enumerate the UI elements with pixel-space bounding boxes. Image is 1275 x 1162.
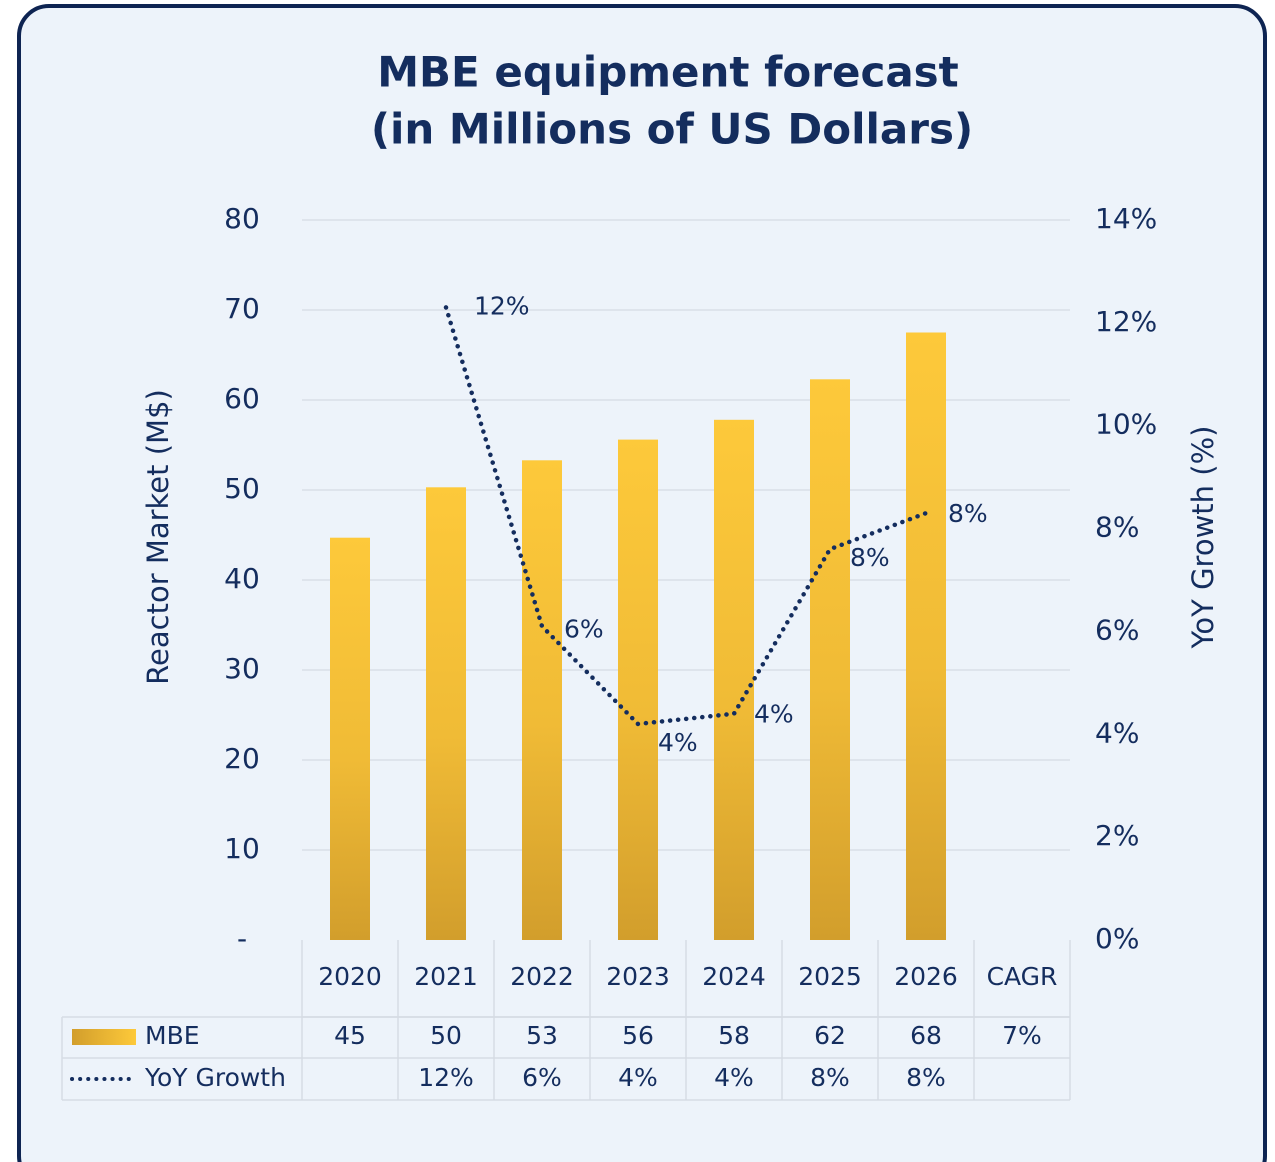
table-value: 12% (418, 1063, 474, 1092)
y-tick-label: 20 (224, 742, 260, 775)
y2-tick-label: 12% (1095, 305, 1157, 338)
table-value: 58 (718, 1021, 750, 1050)
data-label: 8% (850, 543, 890, 572)
y2-tick-label: 2% (1095, 819, 1139, 852)
x-tick-label: 2022 (510, 962, 574, 991)
bar (522, 460, 562, 940)
y2-tick-label: 10% (1095, 408, 1157, 441)
y2-tick-label: 6% (1095, 613, 1139, 646)
y-tick-label: - (237, 922, 247, 955)
y2-axis-title: YoY Growth (%) (1186, 426, 1220, 650)
bar (426, 487, 466, 940)
table-value: 4% (618, 1063, 658, 1092)
bar (330, 537, 370, 940)
legend-swatch (72, 1029, 136, 1045)
bar (906, 332, 946, 940)
y-tick-label: 70 (224, 292, 260, 325)
chart-title: MBE equipment forecast (377, 48, 959, 97)
cagr-value: 7% (1002, 1021, 1042, 1050)
table-value: 53 (526, 1021, 558, 1050)
table-value: 56 (622, 1021, 654, 1050)
y2-tick-label: 4% (1095, 716, 1139, 749)
table-value: 6% (522, 1063, 562, 1092)
legend-label: MBE (145, 1021, 200, 1050)
x-tick-label: 2021 (414, 962, 478, 991)
data-label: 8% (948, 499, 988, 528)
x-tick-label: 2020 (318, 962, 382, 991)
bar (714, 419, 754, 940)
bar (618, 439, 658, 940)
data-label: 6% (564, 614, 604, 643)
table-header: CAGR (987, 962, 1058, 991)
y-tick-label: 30 (224, 652, 260, 685)
chart-subtitle: (in Millions of US Dollars) (371, 105, 973, 154)
data-label: 4% (658, 728, 698, 757)
table-value: 8% (810, 1063, 850, 1092)
table-value: 50 (430, 1021, 462, 1050)
y2-tick-label: 0% (1095, 922, 1139, 955)
table-value: 45 (334, 1021, 366, 1050)
data-label: 12% (474, 291, 530, 320)
y-tick-label: 40 (224, 562, 260, 595)
line (443, 305, 929, 727)
y2-tick-label: 14% (1095, 202, 1157, 235)
table-value: 4% (714, 1063, 754, 1092)
y-axis-title: Reactor Market (M$) (141, 389, 175, 685)
bar (810, 379, 850, 940)
legend-label: YoY Growth (144, 1063, 286, 1092)
data-label: 4% (754, 700, 794, 729)
x-tick-label: 2024 (702, 962, 766, 991)
x-tick-label: 2025 (798, 962, 862, 991)
table-value: 62 (814, 1021, 846, 1050)
y2-tick-label: 8% (1095, 511, 1139, 544)
y-tick-label: 60 (224, 382, 260, 415)
y-tick-label: 10 (224, 832, 260, 865)
y-tick-label: 50 (224, 472, 260, 505)
y-tick-label: 80 (224, 202, 260, 235)
table-value: 68 (910, 1021, 942, 1050)
table-value: 8% (906, 1063, 946, 1092)
x-tick-label: 2023 (606, 962, 670, 991)
x-tick-label: 2026 (894, 962, 958, 991)
